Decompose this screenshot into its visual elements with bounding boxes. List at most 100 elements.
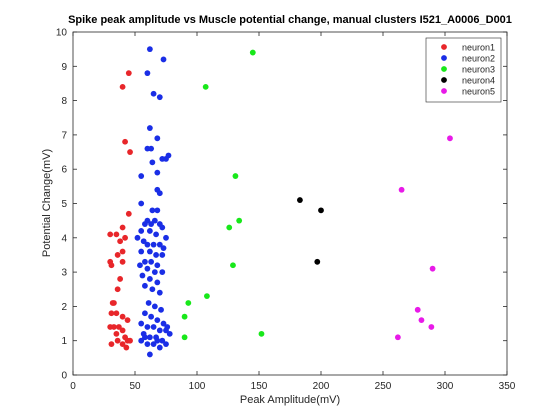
y-tick-label: 7 — [61, 130, 67, 141]
data-point-neuron2 — [158, 306, 164, 313]
data-point-neuron1 — [114, 252, 121, 258]
data-point-neuron2 — [146, 125, 153, 131]
data-point-neuron2 — [150, 241, 157, 248]
series-neuron4 — [297, 197, 324, 265]
series-neuron5 — [394, 135, 453, 341]
data-point-neuron1 — [122, 138, 128, 145]
data-point-neuron2 — [151, 217, 158, 224]
data-point-neuron2 — [159, 252, 166, 258]
data-point-neuron1 — [125, 210, 132, 217]
y-tick-label: 2 — [61, 302, 67, 313]
data-point-neuron2 — [148, 313, 155, 320]
chart-title: Spike peak amplitude vs Muscle potential… — [68, 14, 512, 26]
legend-marker-neuron4 — [441, 77, 447, 83]
data-point-neuron2 — [159, 224, 166, 231]
data-point-neuron2 — [138, 248, 145, 255]
data-point-neuron1 — [125, 70, 132, 77]
data-point-neuron1 — [111, 300, 117, 306]
data-point-neuron2 — [156, 327, 163, 334]
data-point-neuron2 — [154, 135, 161, 142]
y-tick-label: 6 — [61, 165, 67, 176]
data-point-neuron3 — [204, 293, 210, 300]
data-point-neuron1 — [119, 327, 126, 334]
data-point-neuron2 — [156, 344, 163, 351]
y-axis-label: Potential Change(mV) — [41, 149, 53, 257]
data-point-neuron1 — [123, 344, 130, 351]
data-point-neuron1 — [108, 341, 115, 348]
data-point-neuron2 — [151, 303, 158, 310]
x-tick-label: 300 — [437, 381, 454, 392]
data-point-neuron1 — [119, 313, 126, 320]
x-axis-label: Peak Amplitude(mV) — [240, 394, 340, 406]
data-point-neuron2 — [154, 207, 161, 214]
data-point-neuron2 — [149, 159, 156, 166]
data-point-neuron2 — [144, 341, 151, 348]
data-point-neuron2 — [156, 190, 163, 197]
data-point-neuron3 — [249, 49, 256, 56]
legend-label-neuron1: neuron1 — [462, 43, 495, 53]
series-neuron3 — [181, 49, 265, 341]
axis-ticks-layer: 0 50 100 150 200 250 300 350 0 1 2 3 4 5 6 7 8 9 10 — [56, 28, 516, 393]
data-point-neuron2 — [138, 320, 145, 327]
data-point-neuron2 — [144, 70, 151, 77]
data-point-neuron3 — [181, 334, 188, 341]
data-point-neuron1 — [119, 83, 126, 90]
data-point-neuron2 — [138, 173, 145, 179]
y-tick-label: 0 — [61, 371, 67, 382]
data-point-neuron2 — [159, 269, 166, 275]
data-point-neuron2 — [144, 265, 151, 272]
legend-marker-neuron1 — [441, 44, 447, 50]
data-point-neuron1 — [124, 317, 131, 324]
data-point-neuron2 — [154, 317, 161, 324]
data-point-neuron3 — [226, 224, 233, 231]
data-point-neuron1 — [119, 341, 126, 348]
data-point-neuron2 — [160, 56, 167, 63]
data-point-neuron1 — [127, 149, 133, 155]
data-point-neuron1 — [119, 248, 126, 255]
data-point-neuron2 — [142, 258, 148, 265]
data-point-neuron2 — [144, 324, 151, 330]
data-point-neuron1 — [113, 310, 120, 317]
data-point-neuron1 — [114, 337, 121, 344]
data-point-neuron1 — [114, 286, 121, 293]
data-point-neuron2 — [154, 169, 161, 176]
data-point-neuron1 — [107, 231, 114, 238]
data-point-neuron1 — [117, 276, 124, 282]
data-point-neuron2 — [145, 300, 152, 306]
data-point-neuron2 — [144, 241, 151, 248]
data-point-neuron2 — [142, 221, 148, 227]
y-tick-label: 1 — [61, 336, 67, 347]
data-point-neuron5 — [447, 135, 453, 142]
data-point-neuron2 — [146, 351, 153, 358]
data-point-neuron2 — [150, 324, 157, 330]
data-point-neuron2 — [154, 337, 161, 344]
legend-label-neuron4: neuron4 — [462, 76, 495, 86]
data-point-neuron2 — [153, 231, 159, 238]
legend-label-neuron3: neuron3 — [462, 65, 495, 75]
legend-label-neuron5: neuron5 — [462, 87, 495, 97]
data-point-neuron2 — [166, 330, 173, 337]
data-point-neuron1 — [108, 262, 115, 269]
data-point-neuron2 — [138, 200, 145, 207]
data-point-neuron2 — [140, 238, 147, 245]
data-point-neuron1 — [111, 324, 117, 330]
data-point-neuron2 — [149, 286, 156, 293]
data-point-neuron2 — [148, 258, 155, 265]
x-tick-label: 350 — [499, 381, 516, 392]
y-tick-label: 4 — [61, 233, 67, 244]
data-point-neuron2 — [151, 269, 158, 275]
data-point-neuron2 — [142, 310, 148, 317]
data-point-neuron4 — [297, 197, 303, 203]
data-point-neuron1 — [108, 310, 115, 317]
data-point-neuron1 — [119, 258, 126, 265]
data-point-neuron3 — [185, 300, 192, 306]
x-tick-label: 100 — [189, 381, 206, 392]
data-point-neuron3 — [236, 217, 243, 224]
y-tick-label: 8 — [61, 96, 67, 107]
legend-marker-neuron5 — [441, 88, 447, 94]
data-point-neuron1 — [122, 234, 128, 241]
data-point-neuron2 — [148, 221, 155, 227]
legend-box — [425, 37, 502, 103]
data-point-neuron5 — [398, 186, 405, 193]
